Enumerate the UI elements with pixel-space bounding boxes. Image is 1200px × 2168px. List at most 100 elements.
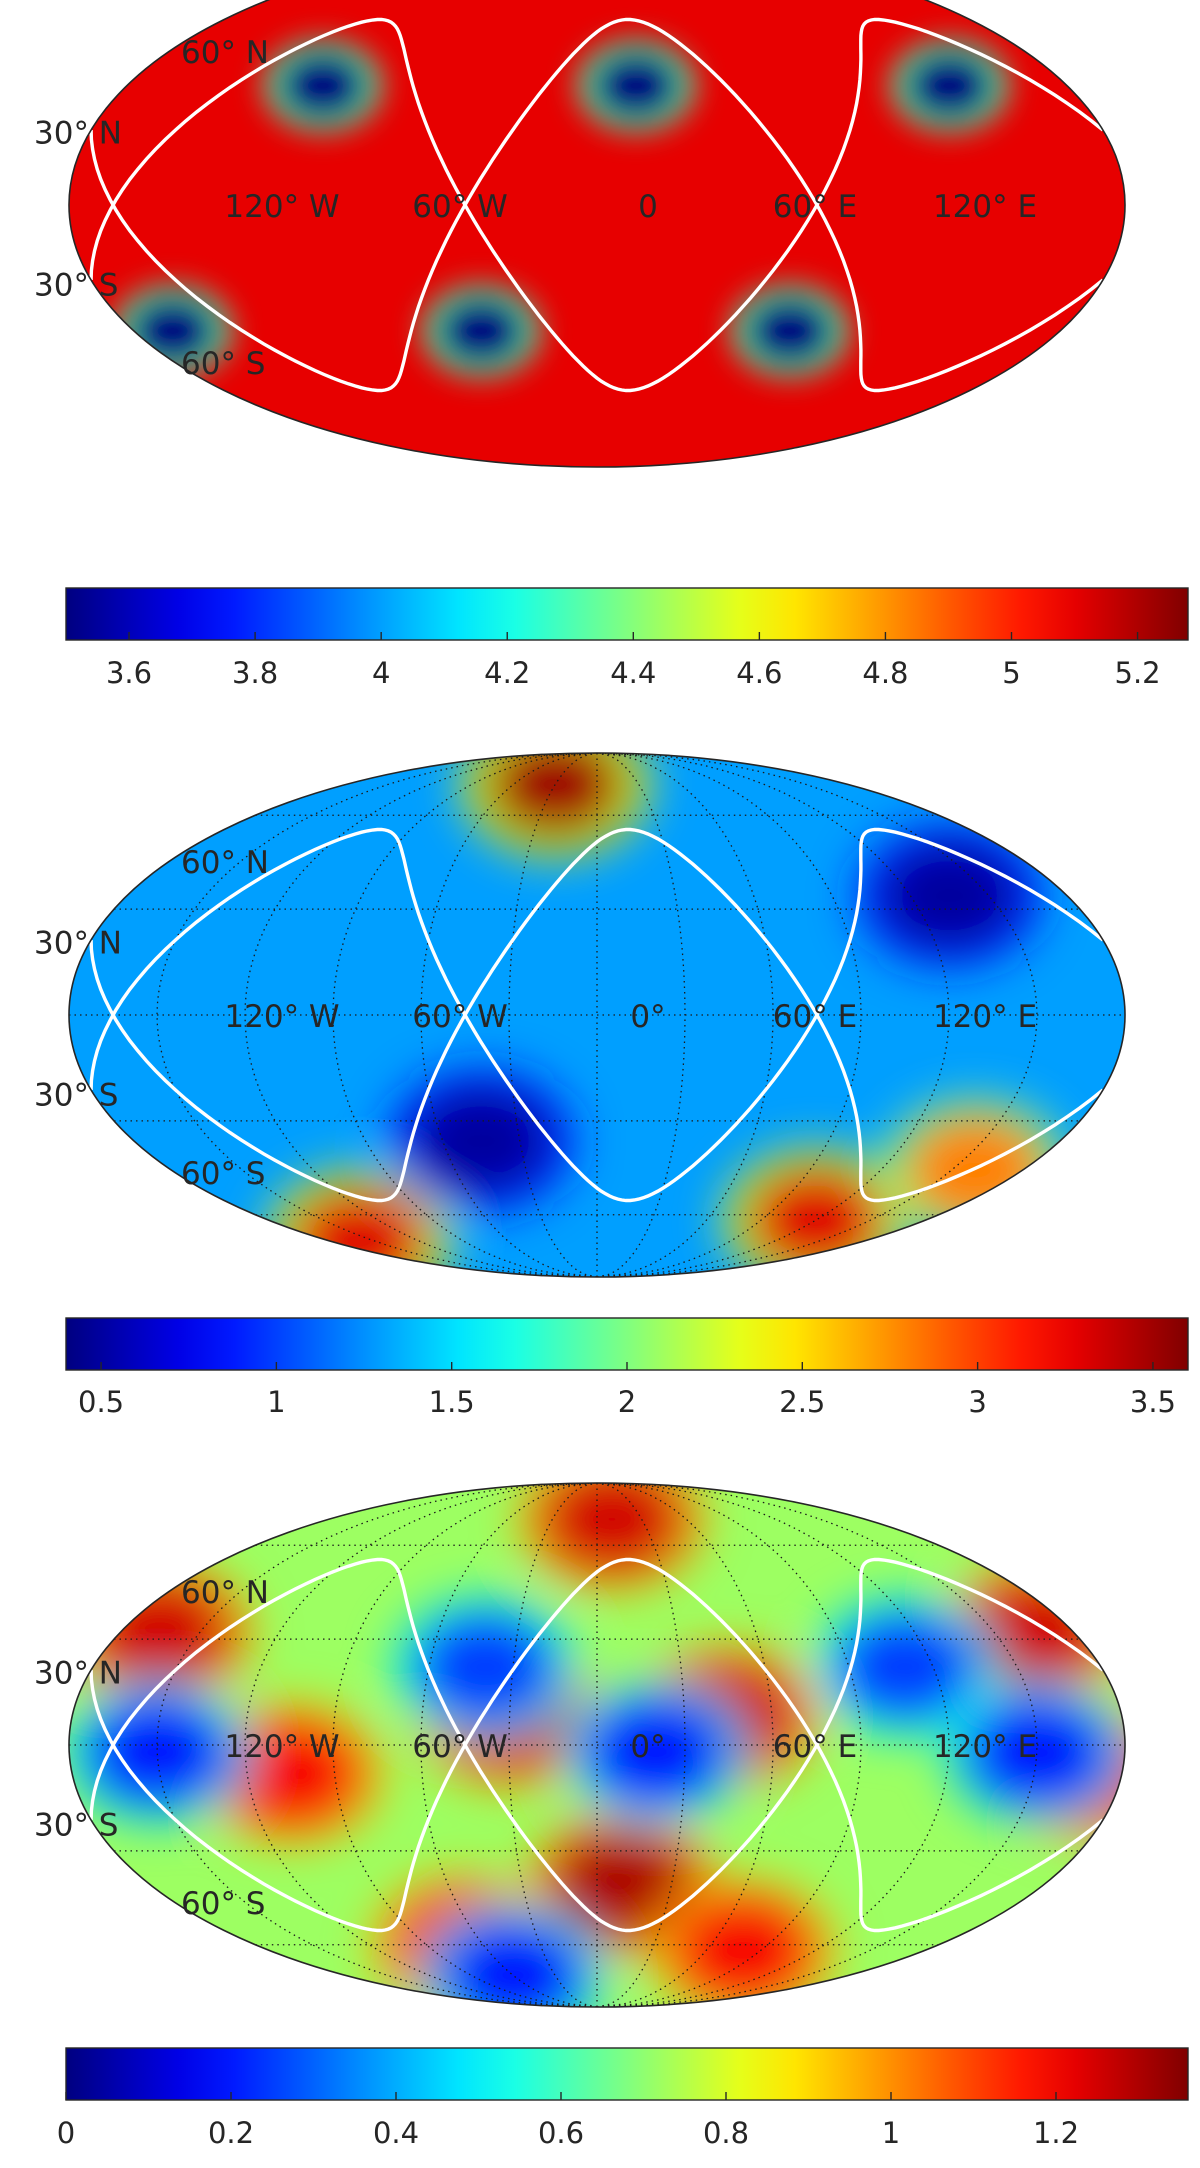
colorbar-tick-label: 0.6 xyxy=(538,2116,584,2150)
meridian xyxy=(596,1483,862,2007)
field-minimum xyxy=(905,51,994,120)
colorbar-tick-label: 3.5 xyxy=(1130,1385,1176,1419)
field-maximum xyxy=(745,1165,886,1275)
field-minimum xyxy=(437,296,526,366)
track-line-b xyxy=(89,17,1104,393)
meridian xyxy=(156,1483,598,2007)
lat-label: 30° N xyxy=(34,1656,122,1692)
meridian xyxy=(244,753,598,1277)
colorbar-tick-label: 1 xyxy=(882,2116,900,2150)
colorbar: 3.6 3.8 4 4.2 4.4 4.6 4.8 5 5.2 xyxy=(65,587,1189,690)
map-outline xyxy=(68,1482,1126,2008)
lon-label: 0 xyxy=(638,189,658,225)
field-minimum xyxy=(966,1697,1107,1807)
lon-label: 0° xyxy=(630,999,665,1035)
colorbar-tick-label: 4 xyxy=(372,656,390,690)
lat-label: 60° N xyxy=(181,1575,269,1611)
lat-label: 60° N xyxy=(181,35,269,71)
colorbar: 0.5 1 1.5 2 2.5 3 3.5 xyxy=(65,1317,1189,1419)
colorbar-tick-label: 0.8 xyxy=(703,2116,749,2150)
field-maximum xyxy=(541,1483,682,1574)
heatmap-field xyxy=(69,0,1125,467)
track-line-a xyxy=(89,827,1104,1203)
colorbar-tick-label: 5 xyxy=(1002,656,1020,690)
lon-label: 120° E xyxy=(933,1729,1037,1765)
colorbar-tick-label: 2 xyxy=(618,1385,636,1419)
colorbar-tick-label: 3 xyxy=(968,1385,986,1419)
meridian xyxy=(596,753,686,1277)
lon-label: 120° W xyxy=(224,189,339,225)
field-maximum xyxy=(672,1895,813,2005)
colorbar: 0 0.2 0.4 0.6 0.8 1 1.2 xyxy=(57,2047,1189,2150)
lon-label: 120° W xyxy=(224,1729,339,1765)
graticule xyxy=(69,753,1125,1277)
colorbar-tick-label: 1.2 xyxy=(1033,2116,1079,2150)
lon-label: 120° W xyxy=(224,999,339,1035)
lon-label: 60° W xyxy=(412,189,507,225)
meridian xyxy=(596,1483,686,2007)
colorbar-tick-label: 0.4 xyxy=(373,2116,419,2150)
track-line-a xyxy=(89,1557,1104,1933)
field-minimum xyxy=(585,1697,726,1807)
meridian xyxy=(596,753,862,1277)
meridian xyxy=(596,753,1038,1277)
meridian xyxy=(596,753,774,1277)
lon-label: 60° E xyxy=(773,189,857,225)
field-maximum xyxy=(485,753,626,840)
lon-label: 60° W xyxy=(412,999,507,1035)
lat-label: 30° N xyxy=(34,926,122,962)
lat-label: 60° N xyxy=(181,845,269,881)
field-minimum xyxy=(411,1086,552,1196)
track-overlay xyxy=(89,17,1104,393)
field-minimum xyxy=(592,51,681,120)
meridian xyxy=(420,1483,598,2007)
colorbar-tick-label: 1.5 xyxy=(429,1385,475,1419)
track-overlay xyxy=(89,827,1104,1203)
meridian xyxy=(596,1483,950,2007)
field-minimum xyxy=(278,51,367,120)
colorbar-tick-label: 1 xyxy=(267,1385,285,1419)
colorbar-tick-label: 4.2 xyxy=(484,656,530,690)
map-panel-3: 60° N 30° N 30° S 60° S 120° W 60° W 0° 60° E 12… xyxy=(34,1482,1189,2150)
colorbar-tick-label: 5.2 xyxy=(1115,656,1161,690)
map-panel-1: 60° N 30° N 30° S 60° S 120° W 60° W 0 60° E 120… xyxy=(34,0,1189,690)
field-maximum xyxy=(289,1186,430,1277)
meridian xyxy=(508,1483,598,2007)
track-overlay xyxy=(89,1557,1104,1933)
lon-label: 60° W xyxy=(412,1729,507,1765)
meridian xyxy=(596,1483,774,2007)
graticule xyxy=(69,1483,1125,2007)
field-minimum xyxy=(87,1697,228,1807)
map-outline xyxy=(68,0,1126,468)
track-line-a xyxy=(89,17,1104,393)
lon-label: 120° E xyxy=(933,189,1037,225)
colorbar-gradient xyxy=(65,587,1189,641)
colorbar-tick-label: 2.5 xyxy=(779,1385,825,1419)
lat-label: 60° S xyxy=(181,346,265,382)
field-minimum xyxy=(834,1612,975,1722)
meridian xyxy=(420,753,598,1277)
lon-label: 120° E xyxy=(933,999,1037,1035)
lon-label: 60° E xyxy=(773,999,857,1035)
colorbar-tick-label: 4.8 xyxy=(862,656,908,690)
lat-label: 60° S xyxy=(181,1886,265,1922)
field-minimum xyxy=(415,1612,556,1722)
map-outline xyxy=(68,752,1126,1278)
field-minimum xyxy=(443,1920,584,2007)
track-line-b xyxy=(89,1557,1104,1933)
field-minimum xyxy=(745,296,834,366)
lat-label: 30° S xyxy=(34,1078,118,1114)
lat-label: 30° S xyxy=(34,268,118,304)
colorbar-tick-label: 3.6 xyxy=(106,656,152,690)
lat-label: 30° N xyxy=(34,116,122,152)
meridian xyxy=(332,753,598,1277)
meridian xyxy=(332,1483,598,2007)
colorbar-tick-label: 3.8 xyxy=(232,656,278,690)
colorbar-tick-label: 0.5 xyxy=(78,1385,124,1419)
lat-label: 30° S xyxy=(34,1808,118,1844)
lon-label: 60° E xyxy=(773,1729,857,1765)
track-line-b xyxy=(89,827,1104,1203)
meridian xyxy=(244,1483,598,2007)
